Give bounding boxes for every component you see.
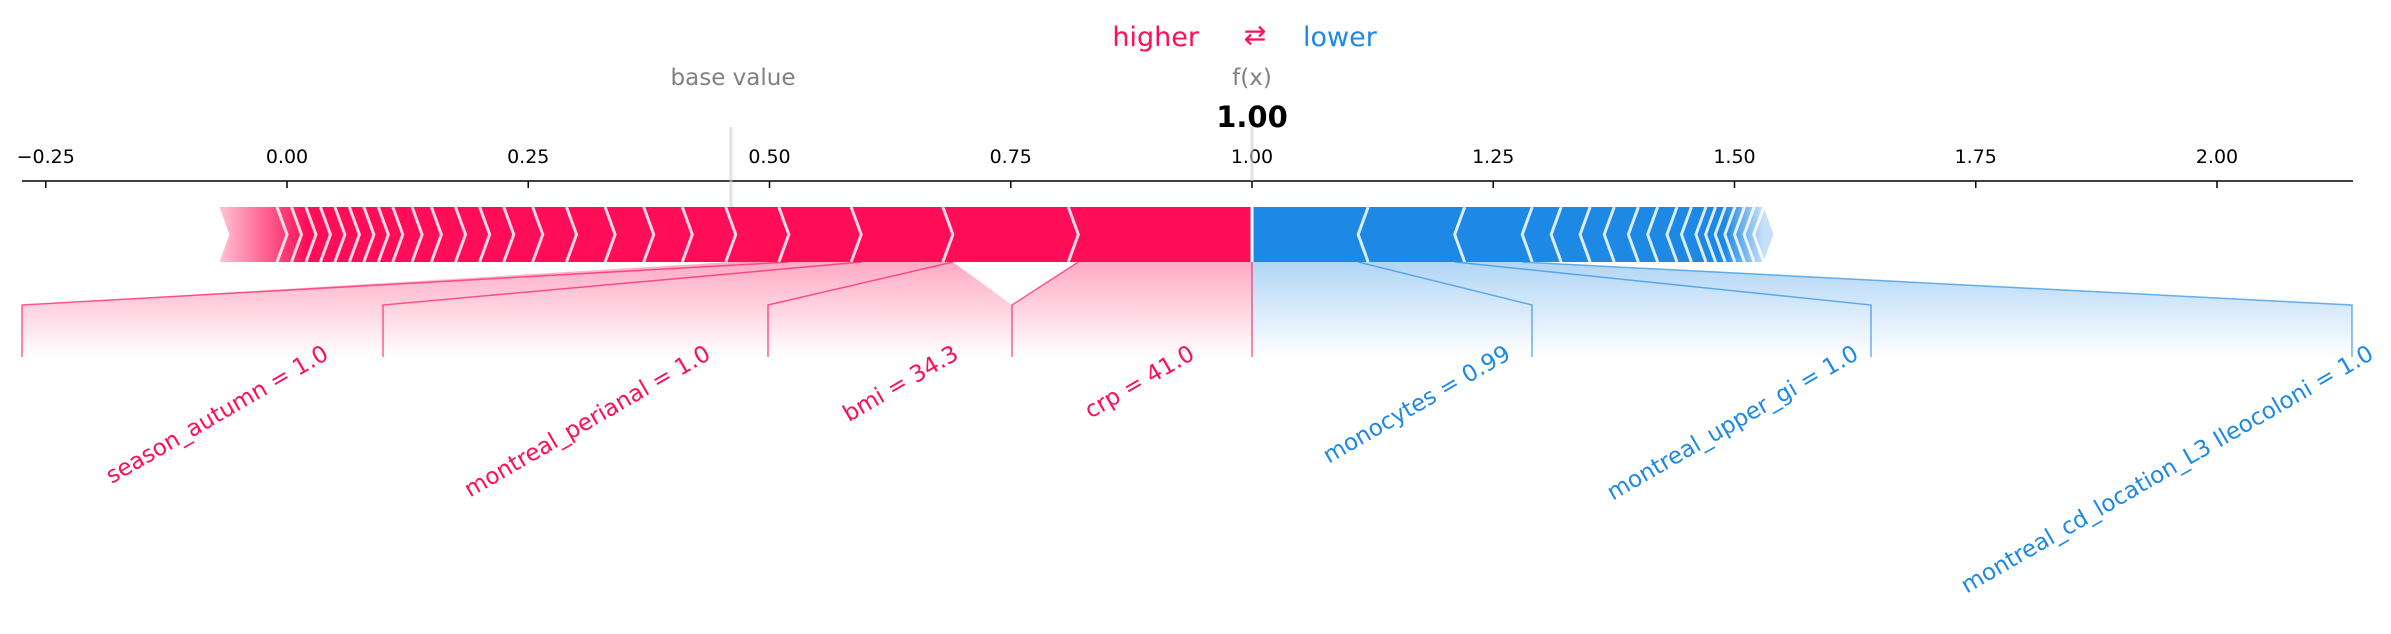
positive-segment-separator — [454, 206, 468, 263]
negative-segment-separator — [1723, 206, 1737, 263]
negative-segment-separator — [1602, 206, 1616, 263]
positive-segment-separator — [304, 206, 318, 263]
positive-segment-separator — [680, 206, 694, 263]
x-axis-tick-label: 1.75 — [1955, 146, 1997, 168]
positive-segment-separator — [275, 206, 289, 263]
positive-feature-shadow — [768, 262, 1012, 357]
negative-segment-separator — [1356, 206, 1370, 263]
positive-segment-separator — [478, 206, 492, 263]
negative-feature-label: montreal_upper_gi = 1.0 — [1603, 341, 1863, 506]
negative-segment-separator — [1665, 206, 1679, 263]
positive-segment-separator — [319, 206, 333, 263]
positive-segment-separator — [603, 206, 617, 263]
positive-segment-separator — [502, 206, 516, 263]
negative-segment-separator — [1742, 206, 1756, 263]
negative-segment-separator — [1520, 206, 1534, 263]
negative-segment-separator — [1626, 206, 1640, 263]
legend-lower-label: lower — [1303, 22, 1378, 53]
positive-segment-separator — [290, 206, 304, 263]
negative-feature-shadow — [1252, 262, 1532, 357]
positive-segment-separator — [376, 206, 390, 263]
positive-segment-separator — [565, 206, 579, 263]
legend-higher-label: higher — [1112, 22, 1199, 53]
positive-segment-separator — [724, 206, 738, 263]
x-axis-tick-label: 1.50 — [1713, 146, 1755, 168]
negative-leader-line — [1357, 261, 1533, 357]
output-label: f(x) — [1232, 65, 1272, 91]
legend: higher ⇄ lower — [1112, 20, 1377, 53]
x-axis-tick-label: 2.00 — [2196, 146, 2238, 168]
negative-segment-separator — [1713, 206, 1727, 263]
positive-feature-label: season_autumn = 1.0 — [102, 341, 333, 490]
negative-segment-separator — [1752, 206, 1766, 263]
positive-segment-separator — [1066, 206, 1080, 263]
x-axis-tick-label: 0.75 — [990, 146, 1032, 168]
positive-segment-separator — [941, 206, 955, 263]
negative-leader-line — [1522, 261, 2353, 357]
positive-segment-separator — [347, 206, 361, 263]
positive-feature-shadow — [383, 262, 862, 357]
x-axis-tick-label: 0.50 — [748, 146, 790, 168]
x-axis-tick-label: 0.00 — [266, 146, 308, 168]
x-axis-tick-label: −0.25 — [17, 146, 75, 168]
positive-leader-line — [21, 261, 789, 357]
negative-segment-separator — [1694, 206, 1708, 263]
positive-segment-separator — [362, 206, 376, 263]
positive-segment-separator — [642, 206, 656, 263]
negative-force-bar — [1252, 207, 1774, 262]
positive-segment-separator — [849, 206, 863, 263]
positive-segment-separator — [777, 206, 791, 263]
x-axis-tick-label: 1.25 — [1472, 146, 1514, 168]
positive-leader-line — [382, 261, 862, 357]
positive-segment-separator — [410, 206, 424, 263]
x-axis-tick-label: 0.25 — [507, 146, 549, 168]
positive-segment-separator — [531, 206, 545, 263]
positive-feature-shadow — [22, 262, 789, 357]
negative-segment-separator — [1578, 206, 1592, 263]
negative-leader-line — [1454, 261, 1872, 357]
negative-segment-separator — [1646, 206, 1660, 263]
negative-feature-label: monocytes = 0.99 — [1319, 341, 1515, 469]
legend-arrows-icon: ⇄ — [1244, 20, 1267, 51]
positive-feature-shadow — [1012, 262, 1252, 357]
negative-segment-separator — [1703, 206, 1717, 263]
negative-segment-separator — [1453, 206, 1467, 263]
negative-segment-separator — [1732, 206, 1746, 263]
positive-feature-label: montreal_perianal = 1.0 — [460, 341, 715, 503]
negative-feature-shadow — [1358, 262, 1871, 357]
negative-segment-separator — [1549, 206, 1563, 263]
negative-feature-shadow — [1454, 262, 2352, 357]
positive-segment-separator — [333, 206, 347, 263]
negative-feature-label: montreal_cd_location_L3 Ileocoloni = 1.0 — [1957, 341, 2378, 599]
x-axis: −0.250.000.250.500.751.001.251.501.752.0… — [17, 146, 2353, 188]
negative-segment-separator — [1679, 206, 1693, 263]
positive-leader-line — [1011, 261, 1079, 357]
positive-leader-line — [767, 261, 954, 357]
base-value-label: base value — [671, 65, 796, 91]
positive-segment-separator — [429, 206, 443, 263]
positive-segment-separator — [391, 206, 405, 263]
